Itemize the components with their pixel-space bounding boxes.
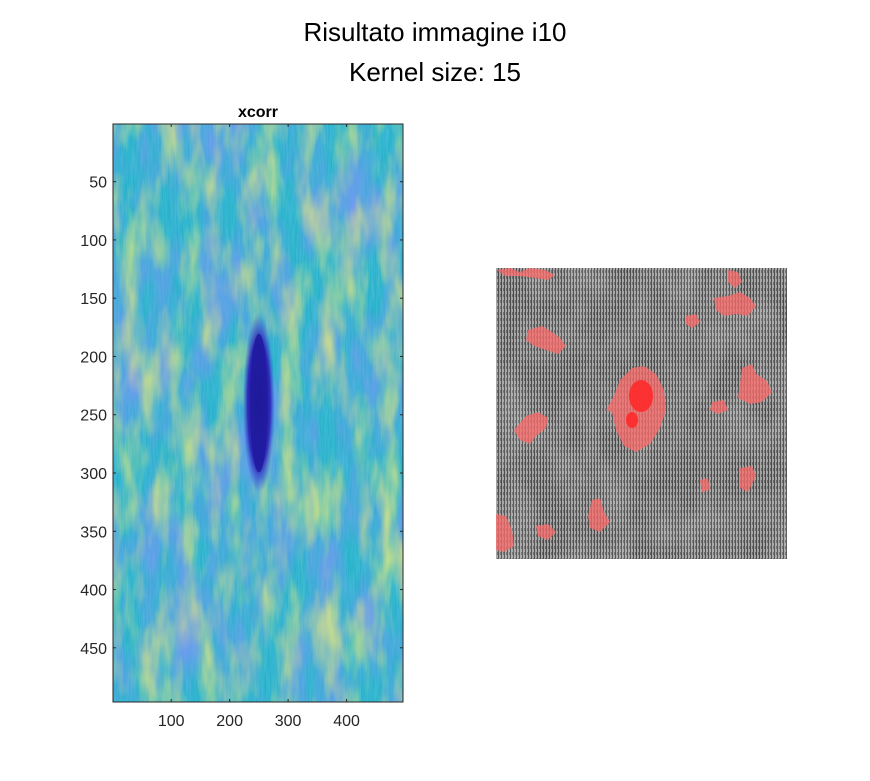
xcorr-title: xcorr: [238, 104, 278, 121]
figure-title-line-1: Risultato immagine i10: [303, 17, 567, 47]
figure-title-line-2: Kernel size: 15: [349, 57, 521, 87]
overlay-region: [497, 268, 555, 280]
overlay-region: [514, 412, 548, 444]
xcorr-heatmap-image: [113, 124, 403, 702]
defect-core-region: [629, 380, 653, 412]
overlay-region: [740, 466, 756, 492]
x-tick-label: 400: [333, 713, 360, 730]
defect-core-overlay: [626, 380, 653, 428]
xcorr-axes-box: [112, 123, 404, 703]
overlay-region: [686, 314, 700, 328]
overlay-region: [714, 292, 756, 316]
y-tick-label: 250: [80, 408, 107, 425]
x-axis-ticks: 100 200 300 400: [158, 124, 360, 730]
overlay-region: [588, 498, 610, 532]
defect-core-region: [626, 412, 638, 428]
heatmap-defect-core: [249, 333, 268, 473]
y-tick-label: 50: [89, 175, 107, 192]
x-tick-label: 200: [216, 713, 243, 730]
y-tick-label: 400: [80, 583, 107, 600]
y-tick-label: 200: [80, 349, 107, 366]
y-tick-label: 100: [80, 233, 107, 250]
overlay-region: [700, 478, 710, 492]
y-axis-ticks: 50 100 150 200 250 300 350 400 450: [80, 175, 403, 658]
overlay-region: [536, 524, 556, 540]
overlay-region: [710, 400, 728, 414]
overlay-image-axes: [496, 268, 787, 559]
x-tick-label: 300: [275, 713, 302, 730]
overlay-region: [496, 514, 514, 552]
y-tick-label: 450: [80, 641, 107, 658]
overlay-region: [738, 364, 772, 404]
overlay-region: [526, 326, 566, 354]
y-tick-label: 300: [80, 466, 107, 483]
overlay-region: [728, 270, 742, 288]
x-tick-label: 100: [158, 713, 185, 730]
y-tick-label: 350: [80, 524, 107, 541]
y-tick-label: 150: [80, 291, 107, 308]
fabric-overlay-image: [496, 268, 787, 559]
